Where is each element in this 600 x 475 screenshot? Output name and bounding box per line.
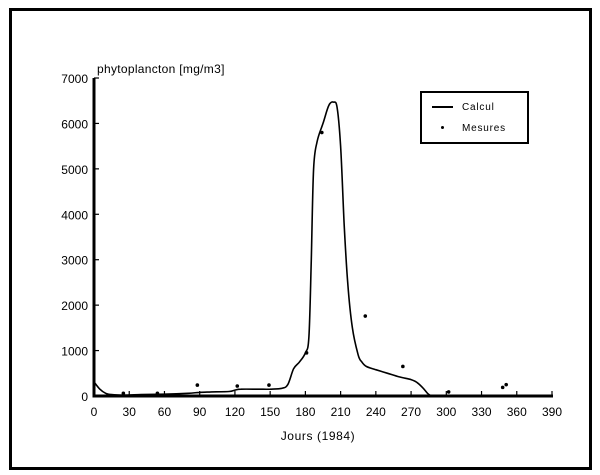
calcul-series-line (93, 101, 432, 397)
x-tick-label: 360 (507, 405, 527, 419)
legend-label: Mesures (462, 122, 506, 134)
measure-point (235, 384, 240, 388)
line-marker-icon (422, 100, 462, 114)
measure-point (446, 390, 451, 394)
measure-point (121, 391, 126, 396)
legend-item-calcul: Calcul (422, 100, 495, 114)
x-tick-label: 330 (472, 405, 492, 419)
x-tick-label: 60 (158, 405, 172, 419)
measure-point (195, 383, 200, 387)
y-tick-label: 3000 (61, 254, 88, 268)
x-tick-label: 30 (123, 405, 137, 419)
x-tick-label: 120 (225, 405, 245, 419)
mesures-series-points (121, 130, 509, 396)
y-tick-label: 5000 (61, 163, 88, 177)
y-tick-label: 1000 (61, 345, 88, 359)
measure-point (504, 382, 509, 387)
y-axis-title: phytoplancton [mg/m3] (97, 62, 225, 76)
measure-point (363, 314, 368, 318)
y-tick-label: 6000 (61, 117, 88, 131)
y-tick-label: 2000 (61, 299, 88, 313)
y-tick-label: 0 (81, 390, 88, 404)
x-axis-title: Jours (1984) (280, 429, 356, 443)
x-tick-label: 270 (401, 405, 421, 419)
axes (92, 78, 553, 398)
legend-item-mesures: Mesures (422, 121, 506, 135)
x-tick-label: 90 (193, 405, 207, 419)
measure-point (267, 383, 271, 387)
x-tick-label: 240 (366, 405, 386, 419)
dot-marker-icon (422, 121, 462, 135)
y-tick-label: 7000 (61, 72, 88, 86)
x-tick-label: 0 (91, 405, 98, 419)
chart-frame (9, 8, 592, 470)
measure-point (320, 130, 324, 135)
y-axis-ticks: 0 1000 2000 3000 4000 5000 6000 7000 (61, 72, 99, 404)
measure-point (500, 385, 505, 390)
x-tick-label: 390 (542, 405, 562, 419)
x-tick-label: 210 (331, 405, 351, 419)
measure-point (401, 364, 405, 369)
measure-point (155, 391, 160, 396)
x-tick-label: 180 (295, 405, 315, 419)
x-tick-label: 150 (260, 405, 280, 419)
measure-point (304, 351, 309, 355)
x-tick-label: 300 (436, 405, 456, 419)
y-tick-label: 4000 (61, 208, 88, 222)
legend-label: Calcul (462, 101, 495, 113)
legend: Calcul Mesures (420, 91, 529, 144)
